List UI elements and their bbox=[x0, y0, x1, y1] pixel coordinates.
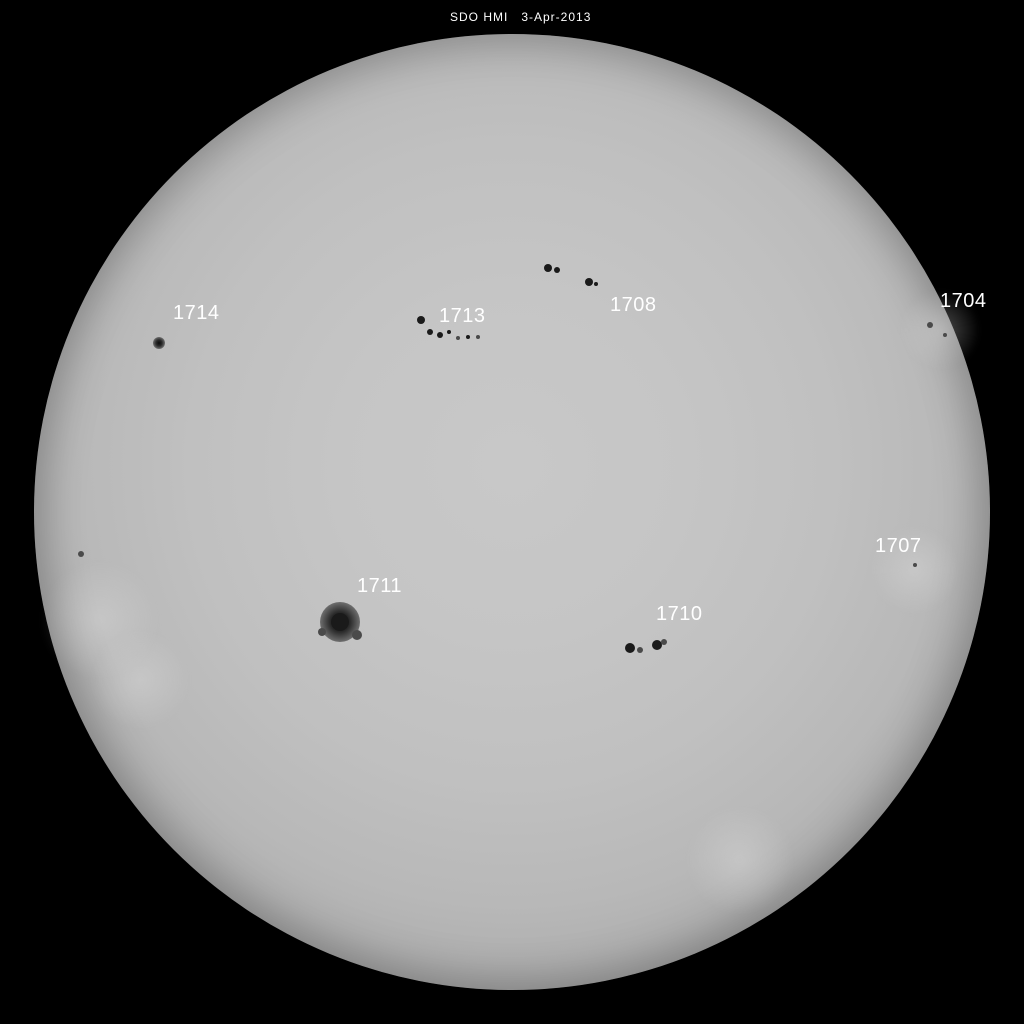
solar-disk bbox=[34, 34, 990, 990]
sunspot-1711 bbox=[318, 628, 326, 636]
region-label-1704: 1704 bbox=[940, 290, 987, 313]
sunspot-1711 bbox=[331, 613, 349, 631]
sunspot-1708 bbox=[585, 278, 593, 286]
facula bbox=[685, 805, 795, 915]
region-label-1711: 1711 bbox=[357, 575, 402, 598]
sunspot-1713 bbox=[466, 335, 470, 339]
sunspot-other bbox=[78, 551, 84, 557]
sunspot-1713 bbox=[456, 336, 460, 340]
region-label-1707: 1707 bbox=[875, 535, 922, 558]
solar-image-canvas: SDO HMI 3-Apr-2013 1714 1713 1708 1704 1707 1… bbox=[0, 0, 1024, 1024]
sunspot-1710 bbox=[625, 643, 635, 653]
sunspot-1704 bbox=[943, 333, 947, 337]
sunspot-1708 bbox=[594, 282, 598, 286]
sunspot-1713 bbox=[417, 316, 425, 324]
sunspot-1704 bbox=[927, 322, 933, 328]
sunspot-1707 bbox=[913, 563, 917, 567]
sunspot-1713 bbox=[437, 332, 443, 338]
sunspot-1708 bbox=[544, 264, 552, 272]
sunspot-1708 bbox=[554, 267, 560, 273]
facula bbox=[90, 630, 190, 730]
region-label-1713: 1713 bbox=[439, 305, 486, 328]
region-label-1714: 1714 bbox=[173, 302, 220, 325]
region-label-1708: 1708 bbox=[610, 294, 657, 317]
sunspot-1713 bbox=[476, 335, 480, 339]
sunspot-1714 bbox=[153, 337, 165, 349]
sunspot-1710 bbox=[661, 639, 667, 645]
sunspot-1713 bbox=[427, 329, 433, 335]
sunspot-1710 bbox=[637, 647, 643, 653]
region-label-1710: 1710 bbox=[656, 603, 703, 626]
sunspot-1711 bbox=[352, 630, 362, 640]
image-title: SDO HMI 3-Apr-2013 bbox=[450, 10, 591, 24]
sunspot-1713 bbox=[447, 330, 451, 334]
